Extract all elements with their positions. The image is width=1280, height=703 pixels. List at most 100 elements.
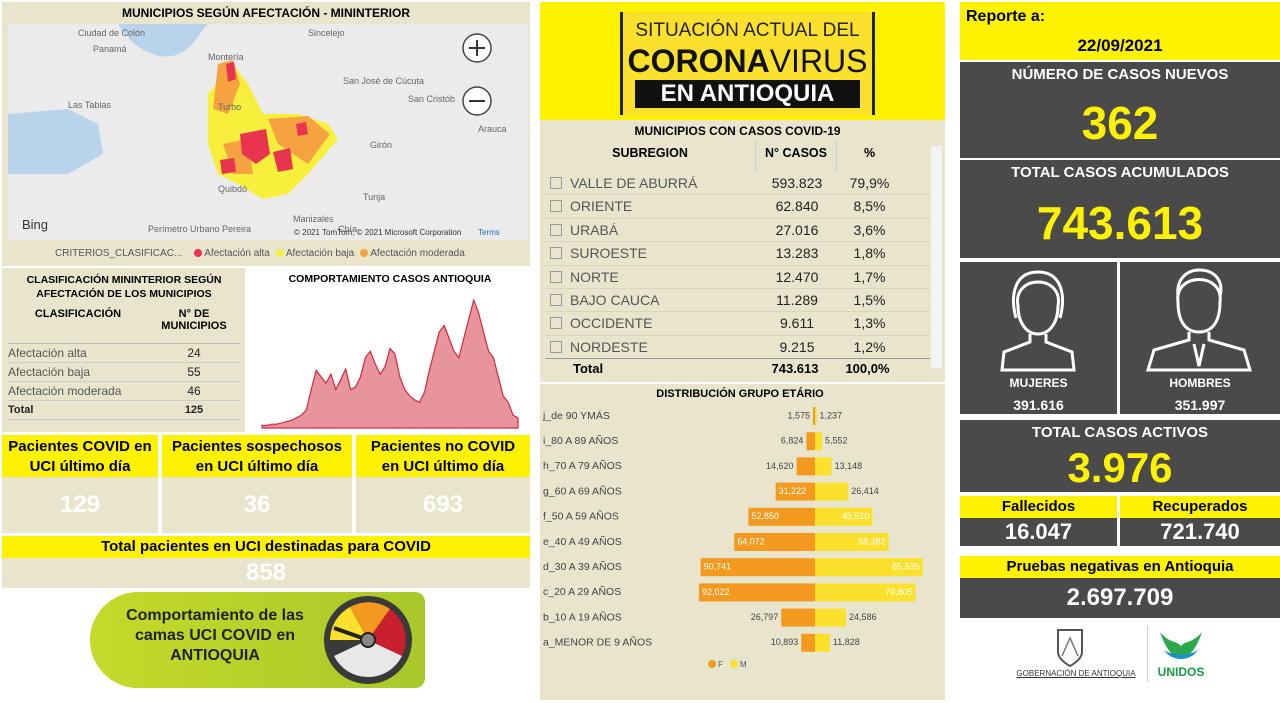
legend-item: Afectación alta <box>194 248 270 259</box>
value-label: 11,828 <box>833 637 860 647</box>
active-label: TOTAL CASOS ACTIVOS <box>1031 424 1209 441</box>
value-label: 5,552 <box>825 436 848 446</box>
expand-icon[interactable] <box>550 270 562 283</box>
header-line2: CORONAVIRUS <box>623 43 872 80</box>
total-percent: 100,0% <box>845 361 890 376</box>
classification-panel <box>2 268 245 432</box>
unidos-text: UNIDOS <box>1157 665 1205 679</box>
category-label: e_40 A 49 AÑOS <box>543 535 622 548</box>
men-value: 351.997 <box>1174 397 1226 413</box>
category-label: a_MENOR DE 9 AÑOS <box>543 636 652 649</box>
table-total-row: Total 743.613 100,0% <box>545 358 930 379</box>
row-value: 13.283 <box>775 245 819 262</box>
subregion-title: MUNICIPIOS CON CASOS COVID-19 <box>634 124 841 138</box>
deaths-value: 16.047 <box>960 518 1117 546</box>
row-label: Afectación baja <box>8 365 91 379</box>
uci-total-box <box>2 558 530 588</box>
expand-icon[interactable] <box>550 317 562 330</box>
value-label: 26,797 <box>751 612 779 622</box>
row-label: NORDESTE <box>570 338 648 355</box>
legend-title: CRITERIOS_CLASIFICAC... <box>55 247 183 259</box>
table-header-row: SUBREGION N° CASOS% <box>545 140 930 172</box>
uci-total-value: 858 <box>245 559 287 586</box>
table-row: Afectación baja 55 <box>8 363 240 382</box>
value-label: 45,510 <box>842 511 870 521</box>
header-cell: N° DE MUNICIPIOS <box>161 308 227 332</box>
row-percent: 79,9% <box>849 175 890 191</box>
women-value: 391.616 <box>1013 397 1064 413</box>
trend-title: COMPORTAMIENTO CASOS ANTIOQUIA <box>288 273 492 285</box>
place-label: Manizales <box>293 214 334 224</box>
category-label: j_de 90 YMÁS <box>542 409 610 422</box>
women-label: MUJERES <box>1009 376 1068 390</box>
place-label: Girón <box>370 140 392 150</box>
map-terms[interactable]: Terms <box>478 228 500 237</box>
expand-icon[interactable] <box>550 293 562 306</box>
place-label: Ciudad de Colón <box>78 28 145 38</box>
sea <box>8 24 208 174</box>
recovered-label: Recuperados <box>1120 496 1280 518</box>
table-row: VALLE DE ABURRÁ 593.823 79,9% <box>545 172 930 196</box>
classification-title: CLASIFICACIÓN MININTERIOR SEGÚN AFECTACI… <box>26 274 222 300</box>
pyramid-chart: DISTRIBUCIÓN GRUPO ETÁRIO j_de 90 YMÁS 1,5… <box>542 387 923 669</box>
expand-icon[interactable] <box>550 177 562 189</box>
expand-icon[interactable] <box>550 223 562 236</box>
uci-beds-button-label: Comportamiento de las camas UCI COVID en… <box>126 607 304 664</box>
government-logo-text: GOBERNACIÓN DE ANTIOQUIA <box>1016 669 1136 678</box>
women-box: MUJERES 391.616 <box>960 262 1117 414</box>
uci-beds-button[interactable]: Comportamiento de las camas UCI COVID en… <box>90 592 425 688</box>
header-cell: SUBREGION <box>612 146 688 160</box>
row-value: 55 <box>187 365 201 379</box>
table-row: Total 125 <box>8 401 240 420</box>
row-percent: 3,6% <box>853 221 886 238</box>
men-box: HOMBRES 351.997 <box>1120 262 1280 414</box>
legend-swatch <box>194 249 203 257</box>
place-label: Las Tablas <box>68 100 111 110</box>
zoom-out-button[interactable] <box>462 86 492 116</box>
uci-card-value: 129 <box>2 477 158 533</box>
header-line1: SITUACIÓN ACTUAL DEL <box>635 20 860 41</box>
pyramid-bar <box>815 633 830 652</box>
value-label: 79,805 <box>885 587 913 597</box>
category-label: i_80 A 89 AÑOS <box>543 434 618 447</box>
expand-icon[interactable] <box>550 200 562 213</box>
pyramid-bar <box>700 558 815 577</box>
place-label: Sincelejo <box>308 28 345 38</box>
table-row: NORTE 12.470 1,7% <box>545 266 930 289</box>
logo-separator <box>1147 626 1148 682</box>
header-cell: N° CASOS <box>755 140 836 172</box>
category-label: b_10 A 19 AÑOS <box>543 610 622 623</box>
expand-icon[interactable] <box>550 340 562 353</box>
pyramid-bar <box>796 457 815 476</box>
value-label: 85,535 <box>892 562 920 572</box>
new-cases-box: NÚMERO DE CASOS NUEVOS 362 <box>960 62 1280 158</box>
place-label: Turbo <box>218 102 241 112</box>
pyramid-bar <box>806 432 815 451</box>
legend-label: F <box>718 660 723 669</box>
row-value: 12.470 <box>775 268 819 285</box>
pyramid-bar <box>815 457 832 476</box>
pyramid-bar <box>801 633 815 652</box>
deaths-label: Fallecidos <box>960 496 1117 518</box>
map-attribution: © 2021 TomTom, © 2021 Microsoft Corporat… <box>294 228 461 237</box>
report-box: Reporte a: 22/09/2021 <box>960 2 1280 60</box>
zoom-in-button[interactable] <box>462 33 492 63</box>
men-label: HOMBRES <box>1169 376 1231 390</box>
row-label: URABÁ <box>570 221 619 238</box>
expand-icon[interactable] <box>550 247 562 260</box>
pyramid-bar <box>815 432 822 451</box>
row-value: 62.840 <box>775 198 819 215</box>
value-label: 6,824 <box>781 436 804 446</box>
pyramid-bar <box>815 608 846 627</box>
table-row: BAJO CAUCA 11.289 1,5% <box>545 289 930 313</box>
map-title: MUNICIPIOS SEGÚN AFECTACIÓN - MININTERIO… <box>122 6 410 20</box>
category-label: h_70 A 79 AÑOS <box>543 459 622 472</box>
value-label: 14,620 <box>766 461 794 471</box>
category-label: c_20 A 29 AÑOS <box>543 585 621 598</box>
place-label: San José de Cúcuta <box>343 76 424 86</box>
row-percent: 1,8% <box>853 245 886 262</box>
scrollbar[interactable] <box>931 146 942 368</box>
pyramid-bar <box>815 482 849 501</box>
uci-card-label: Pacientes sospechosos en UCI último día <box>162 435 352 477</box>
